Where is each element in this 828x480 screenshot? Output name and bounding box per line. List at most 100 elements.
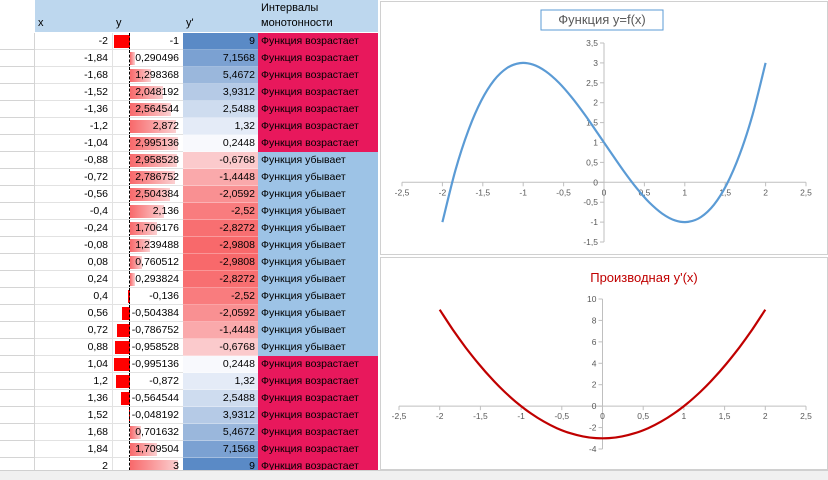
cell-y[interactable]: 1,239488: [113, 237, 183, 254]
cell-x[interactable]: -0,24: [35, 220, 113, 237]
cell-interval[interactable]: Функция возрастает: [258, 50, 378, 67]
cell-interval[interactable]: Функция убывает: [258, 305, 378, 322]
cell-x[interactable]: 0,4: [35, 288, 113, 305]
cell-interval[interactable]: Функция возрастает: [258, 67, 378, 84]
cell-derivative[interactable]: -2,0592: [183, 305, 258, 322]
cell-x[interactable]: 0,56: [35, 305, 113, 322]
cell-x[interactable]: 0,72: [35, 322, 113, 339]
cell-derivative[interactable]: -1,4448: [183, 322, 258, 339]
cell-derivative[interactable]: 3,9312: [183, 84, 258, 101]
cell-y[interactable]: 0,293824: [113, 271, 183, 288]
cell-x[interactable]: -0,56: [35, 186, 113, 203]
chart-function[interactable]: Функция y=f(x) -2,5 -2 -1,5 -1 -0,5 0 0,5 1 1,5 2 2…: [380, 1, 828, 255]
cell-derivative[interactable]: 1,32: [183, 118, 258, 135]
cell-interval[interactable]: Функция убывает: [258, 271, 378, 288]
cell-x[interactable]: -2: [35, 33, 113, 50]
cell-interval[interactable]: Функция возрастает: [258, 33, 378, 50]
chart-derivative[interactable]: Производная y'(x) -2,5 -2 -1,5 -1 -0,5 0 0,5 1 1,…: [380, 257, 828, 470]
cell-x[interactable]: 1,2: [35, 373, 113, 390]
cell-interval[interactable]: Функция убывает: [258, 322, 378, 339]
cell-x[interactable]: -0,4: [35, 203, 113, 220]
header-x[interactable]: x: [35, 0, 113, 32]
cell-x[interactable]: -1,84: [35, 50, 113, 67]
cell-x[interactable]: -1,04: [35, 135, 113, 152]
cell-interval[interactable]: Функция возрастает: [258, 390, 378, 407]
cell-x[interactable]: -1,68: [35, 67, 113, 84]
cell-x[interactable]: -1,2: [35, 118, 113, 135]
cell-derivative[interactable]: -2,9808: [183, 237, 258, 254]
cell-interval[interactable]: Функция возрастает: [258, 441, 378, 458]
cell-interval[interactable]: Функция убывает: [258, 237, 378, 254]
cell-y[interactable]: 2,786752: [113, 169, 183, 186]
cell-y[interactable]: 2,564544: [113, 101, 183, 118]
cell-derivative[interactable]: 1,32: [183, 373, 258, 390]
header-derivative[interactable]: y': [183, 0, 258, 32]
cell-y[interactable]: 0,290496: [113, 50, 183, 67]
cell-y[interactable]: -1: [113, 33, 183, 50]
cell-derivative[interactable]: -2,0592: [183, 186, 258, 203]
cell-y[interactable]: -0,958528: [113, 339, 183, 356]
cell-derivative[interactable]: -0,6768: [183, 339, 258, 356]
cell-y[interactable]: 2,048192: [113, 84, 183, 101]
cell-interval[interactable]: Функция убывает: [258, 288, 378, 305]
cell-y[interactable]: -0,048192: [113, 407, 183, 424]
cell-interval[interactable]: Функция убывает: [258, 254, 378, 271]
cell-derivative[interactable]: 2,5488: [183, 390, 258, 407]
cell-interval[interactable]: Функция возрастает: [258, 118, 378, 135]
cell-interval[interactable]: Функция убывает: [258, 152, 378, 169]
cell-derivative[interactable]: 7,1568: [183, 441, 258, 458]
cell-y[interactable]: 0,760512: [113, 254, 183, 271]
cell-y[interactable]: 2,958528: [113, 152, 183, 169]
cell-y[interactable]: 1,706176: [113, 220, 183, 237]
cell-derivative[interactable]: 9: [183, 33, 258, 50]
header-y[interactable]: y: [113, 0, 183, 32]
cell-interval[interactable]: Функция возрастает: [258, 407, 378, 424]
cell-x[interactable]: 1,84: [35, 441, 113, 458]
cell-y[interactable]: -0,786752: [113, 322, 183, 339]
cell-y[interactable]: -0,995136: [113, 356, 183, 373]
cell-y[interactable]: 1,709504: [113, 441, 183, 458]
cell-x[interactable]: 0,24: [35, 271, 113, 288]
cell-derivative[interactable]: -0,6768: [183, 152, 258, 169]
cell-x[interactable]: 0,88: [35, 339, 113, 356]
cell-interval[interactable]: Функция возрастает: [258, 135, 378, 152]
cell-derivative[interactable]: 0,2448: [183, 356, 258, 373]
cell-derivative[interactable]: 5,4672: [183, 424, 258, 441]
cell-x[interactable]: -1,36: [35, 101, 113, 118]
cell-y[interactable]: -0,564544: [113, 390, 183, 407]
cell-derivative[interactable]: -2,52: [183, 288, 258, 305]
cell-x[interactable]: 1,52: [35, 407, 113, 424]
cell-derivative[interactable]: 7,1568: [183, 50, 258, 67]
cell-derivative[interactable]: 0,2448: [183, 135, 258, 152]
cell-y[interactable]: 2,504384: [113, 186, 183, 203]
cell-derivative[interactable]: -2,9808: [183, 254, 258, 271]
cell-interval[interactable]: Функция возрастает: [258, 101, 378, 118]
cell-derivative[interactable]: 5,4672: [183, 67, 258, 84]
cell-x[interactable]: -1,52: [35, 84, 113, 101]
cell-derivative[interactable]: 2,5488: [183, 101, 258, 118]
cell-interval[interactable]: Функция возрастает: [258, 356, 378, 373]
cell-x[interactable]: 1,36: [35, 390, 113, 407]
cell-interval[interactable]: Функция возрастает: [258, 424, 378, 441]
cell-interval[interactable]: Функция убывает: [258, 186, 378, 203]
cell-interval[interactable]: Функция возрастает: [258, 373, 378, 390]
cell-interval[interactable]: Функция убывает: [258, 339, 378, 356]
cell-x[interactable]: 1,04: [35, 356, 113, 373]
cell-x[interactable]: -0,72: [35, 169, 113, 186]
cell-derivative[interactable]: -2,8272: [183, 220, 258, 237]
cell-derivative[interactable]: 3,9312: [183, 407, 258, 424]
cell-x[interactable]: -0,88: [35, 152, 113, 169]
cell-derivative[interactable]: -2,8272: [183, 271, 258, 288]
cell-y[interactable]: 2,872: [113, 118, 183, 135]
cell-derivative[interactable]: -2,52: [183, 203, 258, 220]
cell-y[interactable]: 0,701632: [113, 424, 183, 441]
cell-y[interactable]: 1,298368: [113, 67, 183, 84]
cell-y[interactable]: -0,136: [113, 288, 183, 305]
cell-interval[interactable]: Функция убывает: [258, 169, 378, 186]
cell-x[interactable]: -0,08: [35, 237, 113, 254]
cell-interval[interactable]: Функция возрастает: [258, 84, 378, 101]
header-interval[interactable]: Интервалы монотонности: [258, 0, 378, 32]
horizontal-scrollbar[interactable]: [0, 470, 828, 480]
cell-derivative[interactable]: -1,4448: [183, 169, 258, 186]
cell-interval[interactable]: Функция убывает: [258, 203, 378, 220]
